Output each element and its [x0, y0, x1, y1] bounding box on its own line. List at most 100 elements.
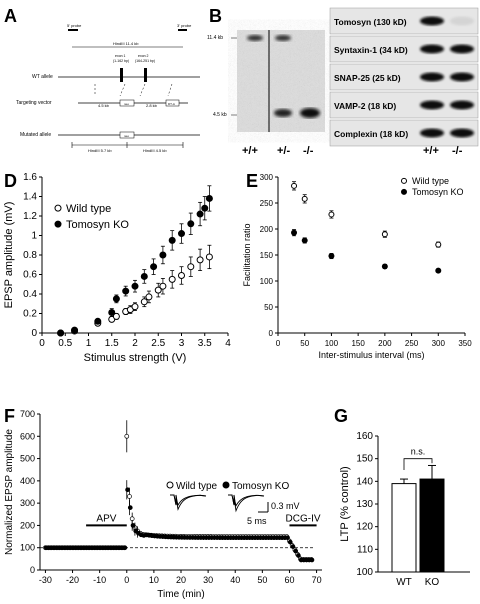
- y-tick-label: 100: [20, 543, 35, 553]
- vec-right-length: 2.8 kb: [146, 103, 158, 108]
- ko-point: [435, 267, 442, 274]
- y-tick-label: 0: [30, 565, 35, 575]
- ns-label: n.s.: [411, 447, 426, 457]
- ko-point: [178, 230, 185, 238]
- exon2-range: (164-251 bp): [135, 59, 155, 63]
- trace-ko-2: [228, 494, 265, 507]
- c-row-label: Complexin (18 kD): [334, 129, 408, 139]
- c-row-label: Syntaxin-1 (34 kD): [334, 45, 408, 55]
- five-probe-label: 5' probe: [67, 23, 82, 28]
- ko-point: [130, 523, 136, 528]
- x-tick-label: 50: [300, 339, 309, 348]
- legend-wt-label: Wild type: [176, 481, 218, 492]
- panel-c-western-blots: C Tomosyn (130 kD)Syntaxin-1 (34 kD)SNAP…: [329, 6, 479, 157]
- wt-point: [291, 182, 298, 189]
- wt-point: [196, 256, 204, 264]
- hind-mut-right: HindIII 4.5 kb: [143, 148, 167, 153]
- c-row-label: Tomosyn (130 kD): [334, 17, 407, 27]
- x-tick-label: 1.5: [105, 338, 119, 349]
- bar-ko: [419, 478, 445, 573]
- ko-point: [293, 548, 299, 554]
- row-wt-allele: WT allele: [32, 74, 53, 80]
- x-tick-label: 100: [325, 339, 339, 348]
- ko-point: [159, 251, 167, 259]
- panel-e-chart: E 0 50 100 150 200 250 300 350 0 50 100 150 200 250 30…: [242, 171, 472, 360]
- lane-het: +/-: [277, 145, 290, 157]
- panel-label-d: D: [4, 171, 17, 191]
- bar-wt: [391, 483, 417, 573]
- y-tick-label: 1.4: [23, 192, 37, 203]
- x-tick-label: 20: [176, 575, 186, 585]
- exon2-box: [144, 68, 147, 82]
- legend-wt-marker: [401, 177, 407, 184]
- x-tick-label: 300: [432, 339, 446, 348]
- panel-label-b: B: [209, 6, 222, 26]
- c-band: [420, 16, 444, 26]
- legend-ko-marker: [54, 220, 62, 228]
- panel-b-southern-blot: B 11.4 kb 4.5 kb +/+ +/- -/-: [207, 6, 325, 157]
- x-tick-label: -30: [39, 575, 52, 585]
- ko-point: [122, 545, 128, 551]
- c-band: [450, 44, 474, 54]
- exon1-box: [120, 68, 123, 82]
- x-tick-label: 10: [149, 575, 159, 585]
- y-tick-label: 300: [20, 498, 35, 508]
- wt-point: [145, 293, 153, 301]
- ko-point: [290, 544, 296, 549]
- category-label: WT: [396, 577, 412, 588]
- vec-left-length: 4.5 kb: [98, 103, 110, 108]
- x-tick-label: 2: [132, 338, 138, 349]
- x-tick-label: 0: [124, 575, 129, 585]
- y-axis-label: EPSP amplitude (mV): [3, 202, 15, 309]
- x-tick-label: 150: [351, 339, 365, 348]
- row-targeting-vector: Targeting vector: [16, 100, 52, 106]
- y-tick-label: 600: [20, 431, 35, 441]
- band-ko-4kb: [300, 108, 320, 118]
- ko-point: [168, 236, 176, 244]
- wt-point: [124, 433, 130, 439]
- c-lane-ko: -/-: [452, 145, 463, 157]
- y-axis-label: Facilitation ratio: [242, 223, 252, 286]
- x-tick-label: 40: [230, 575, 240, 585]
- ko-point: [381, 263, 388, 270]
- y-tick-label: 1.2: [23, 211, 37, 222]
- wt-point: [131, 303, 139, 311]
- legend-ko-label: Tomosyn KO: [412, 187, 464, 197]
- row-mutated-allele: Mutated allele: [20, 132, 51, 138]
- ko-point: [94, 317, 102, 325]
- x-tick-label: 3.5: [198, 338, 212, 349]
- ko-point: [328, 253, 335, 260]
- ko-point: [122, 287, 130, 295]
- wt-point: [168, 275, 176, 283]
- x-tick-label: 250: [405, 339, 419, 348]
- panel-label-g: G: [334, 406, 348, 426]
- y-tick-label: 100: [260, 277, 274, 286]
- neo-label: neo: [124, 102, 129, 106]
- band-het-4kb: [274, 109, 292, 117]
- category-label: KO: [425, 577, 440, 588]
- neo-label-mut: neo: [124, 134, 129, 138]
- legend-wt-marker: [166, 481, 174, 489]
- y-tick-label: 150: [260, 251, 274, 260]
- c-band: [450, 100, 474, 110]
- x-tick-label: 50: [257, 575, 267, 585]
- y-tick-label: 0.6: [23, 270, 37, 281]
- y-tick-label: 0.4: [23, 289, 37, 300]
- ko-point: [205, 194, 213, 202]
- y-tick-label: 160: [356, 431, 373, 442]
- ko-point: [140, 272, 148, 280]
- legend-ko-label: Tomosyn KO: [66, 219, 129, 231]
- wt-point: [154, 286, 162, 294]
- legend-ko-marker: [222, 481, 230, 489]
- c-band: [420, 100, 444, 110]
- lane-wt: +/+: [242, 145, 258, 157]
- x-axis-label: Time (min): [157, 589, 204, 600]
- legend-wt-label: Wild type: [66, 203, 111, 215]
- ko-point: [196, 210, 204, 218]
- wt-point: [140, 298, 148, 306]
- apv-label: APV: [96, 513, 116, 524]
- y-tick-label: 200: [20, 520, 35, 530]
- y-tick-label: 100: [356, 567, 373, 578]
- y-tick-label: 700: [20, 409, 35, 419]
- x-tick-label: 0: [276, 339, 281, 348]
